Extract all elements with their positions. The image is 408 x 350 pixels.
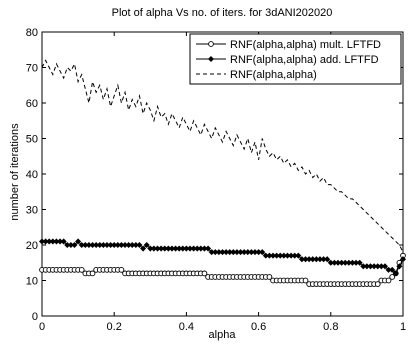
data-point bbox=[399, 256, 407, 263]
data-point bbox=[356, 259, 363, 266]
data-point bbox=[136, 241, 143, 249]
legend-marker bbox=[208, 41, 214, 47]
legend-label: RNF(alpha,alpha) bbox=[230, 69, 317, 81]
data-point bbox=[89, 270, 96, 277]
data-point bbox=[389, 274, 396, 280]
data-point bbox=[201, 270, 208, 277]
data-point bbox=[392, 270, 399, 277]
data-point bbox=[324, 256, 331, 263]
data-point bbox=[259, 249, 266, 256]
series-1 bbox=[39, 252, 406, 287]
y-tick-label: 10 bbox=[26, 276, 38, 288]
legend-label: RNF(alpha,alpha) mult. LFTFD bbox=[230, 39, 381, 51]
data-point bbox=[143, 241, 150, 249]
data-point bbox=[118, 267, 125, 273]
y-tick-label: 40 bbox=[26, 169, 38, 181]
x-tick-label: 0 bbox=[39, 321, 45, 333]
legend-label: RNF(alpha,alpha) add. LFTFD bbox=[230, 54, 379, 66]
y-tick-label: 70 bbox=[26, 63, 38, 75]
data-point bbox=[60, 238, 67, 245]
data-point bbox=[266, 274, 273, 280]
series-line bbox=[41, 59, 404, 253]
y-tick-label: 30 bbox=[26, 205, 38, 217]
y-axis-label: number of iterations bbox=[9, 123, 21, 221]
chart-title: Plot of alpha Vs no. of iters. for 3dANI… bbox=[112, 7, 333, 19]
data-point bbox=[295, 252, 302, 259]
data-point bbox=[381, 263, 388, 270]
series-3 bbox=[41, 59, 404, 253]
data-point bbox=[385, 277, 392, 284]
legend-marker bbox=[207, 55, 215, 63]
y-tick-label: 20 bbox=[26, 240, 38, 252]
x-tick-label: 1 bbox=[400, 321, 406, 333]
legend: RNF(alpha,alpha) mult. LFTFD RNF(alpha,al… bbox=[189, 33, 402, 85]
x-tick-label: 0.8 bbox=[323, 321, 338, 333]
data-point bbox=[140, 245, 147, 252]
data-point bbox=[75, 238, 82, 245]
y-tick-label: 50 bbox=[26, 134, 38, 146]
data-point bbox=[71, 241, 78, 249]
series-2 bbox=[38, 238, 407, 277]
data-point bbox=[78, 267, 85, 273]
data-point bbox=[205, 245, 212, 252]
data-point bbox=[389, 266, 396, 273]
y-tick-label: 80 bbox=[26, 27, 38, 39]
data-point bbox=[374, 281, 381, 287]
y-tick-label: 60 bbox=[26, 98, 38, 110]
y-tick-label: 0 bbox=[32, 311, 38, 323]
x-tick-label: 0.6 bbox=[251, 321, 266, 333]
x-tick-label: 0.2 bbox=[107, 321, 122, 333]
data-point bbox=[396, 263, 403, 270]
x-tick-label: 0.4 bbox=[179, 321, 194, 333]
data-point bbox=[302, 277, 309, 284]
x-axis-label: alpha bbox=[209, 329, 237, 341]
